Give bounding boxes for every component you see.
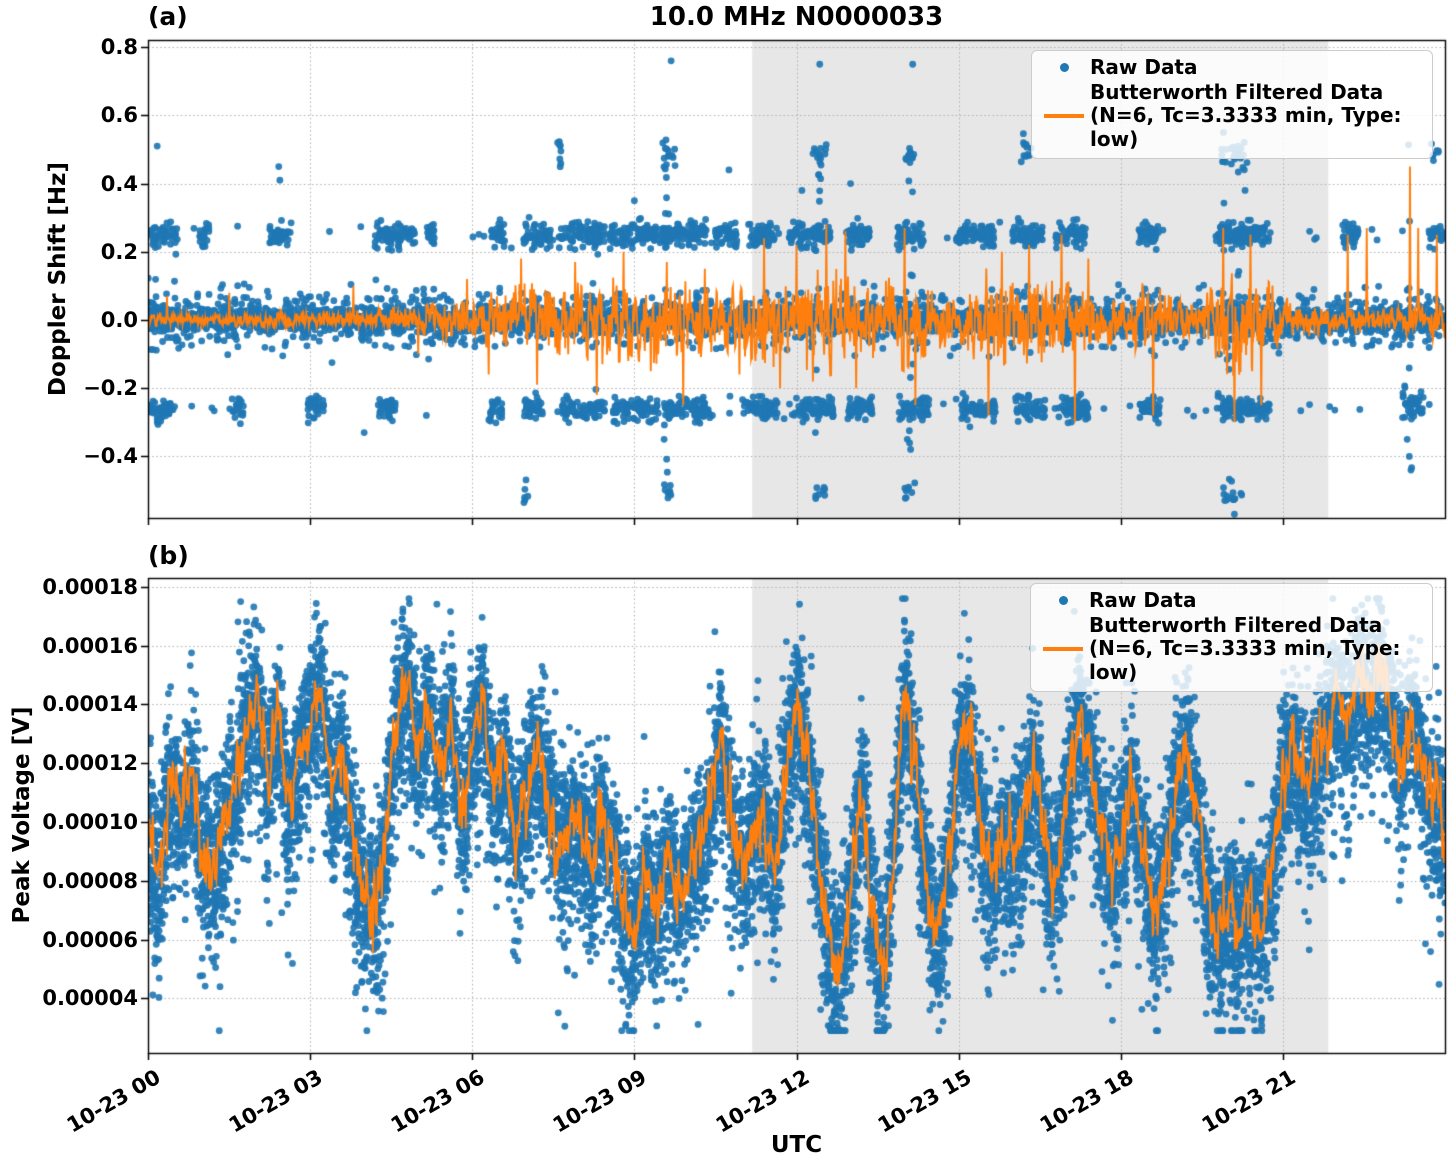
y-tick-label-a: 0.4 <box>100 171 138 196</box>
legend-filtered-label: Butterworth Filtered Data (N=6, Tc=3.3333… <box>1089 612 1401 684</box>
legend-raw-label: Raw Data <box>1090 55 1198 79</box>
y-tick-label-b: 0.00010 <box>42 809 138 834</box>
y-tick-label-b: 0.00012 <box>42 751 138 776</box>
legend-panel-a: Raw Data Butterworth Filtered Data (N=6, … <box>1031 50 1433 160</box>
filtered-line-marker-icon <box>1043 646 1083 651</box>
y-tick-label-a: 0.8 <box>100 35 138 60</box>
figure-title: 10.0 MHz N0000033 <box>649 2 944 32</box>
y-tick-label-b: 0.00006 <box>42 927 138 952</box>
raw-data-marker-icon <box>1058 596 1068 606</box>
panel-a-label: (a) <box>148 2 188 31</box>
y-tick-label-a: 0.0 <box>100 308 138 332</box>
legend-panel-b: Raw Data Butterworth Filtered Data (N=6, … <box>1030 583 1433 693</box>
panel-b-label: (b) <box>148 541 189 570</box>
y-tick-label-a: 0.6 <box>100 103 138 128</box>
raw-data-marker-icon <box>1059 63 1069 73</box>
legend-raw-label: Raw Data <box>1089 588 1197 612</box>
y-tick-label-b: 0.00018 <box>42 574 138 599</box>
y-tick-label-b: 0.00004 <box>42 986 138 1011</box>
y-tick-label-b: 0.00008 <box>42 868 138 893</box>
filtered-line-marker-icon <box>1044 113 1084 118</box>
x-axis-label: UTC <box>770 1132 823 1158</box>
legend-filtered-label: Butterworth Filtered Data (N=6, Tc=3.3333… <box>1090 79 1402 151</box>
y-tick-label-a: −0.2 <box>83 376 138 401</box>
y-tick-label-a: 0.2 <box>100 239 138 264</box>
y-tick-label-b: 0.00014 <box>42 692 138 717</box>
y-tick-label-a: −0.4 <box>83 444 138 469</box>
y-axis-label-a: Doppler Shift [Hz] <box>45 161 71 397</box>
y-tick-label-b: 0.00016 <box>42 633 138 658</box>
